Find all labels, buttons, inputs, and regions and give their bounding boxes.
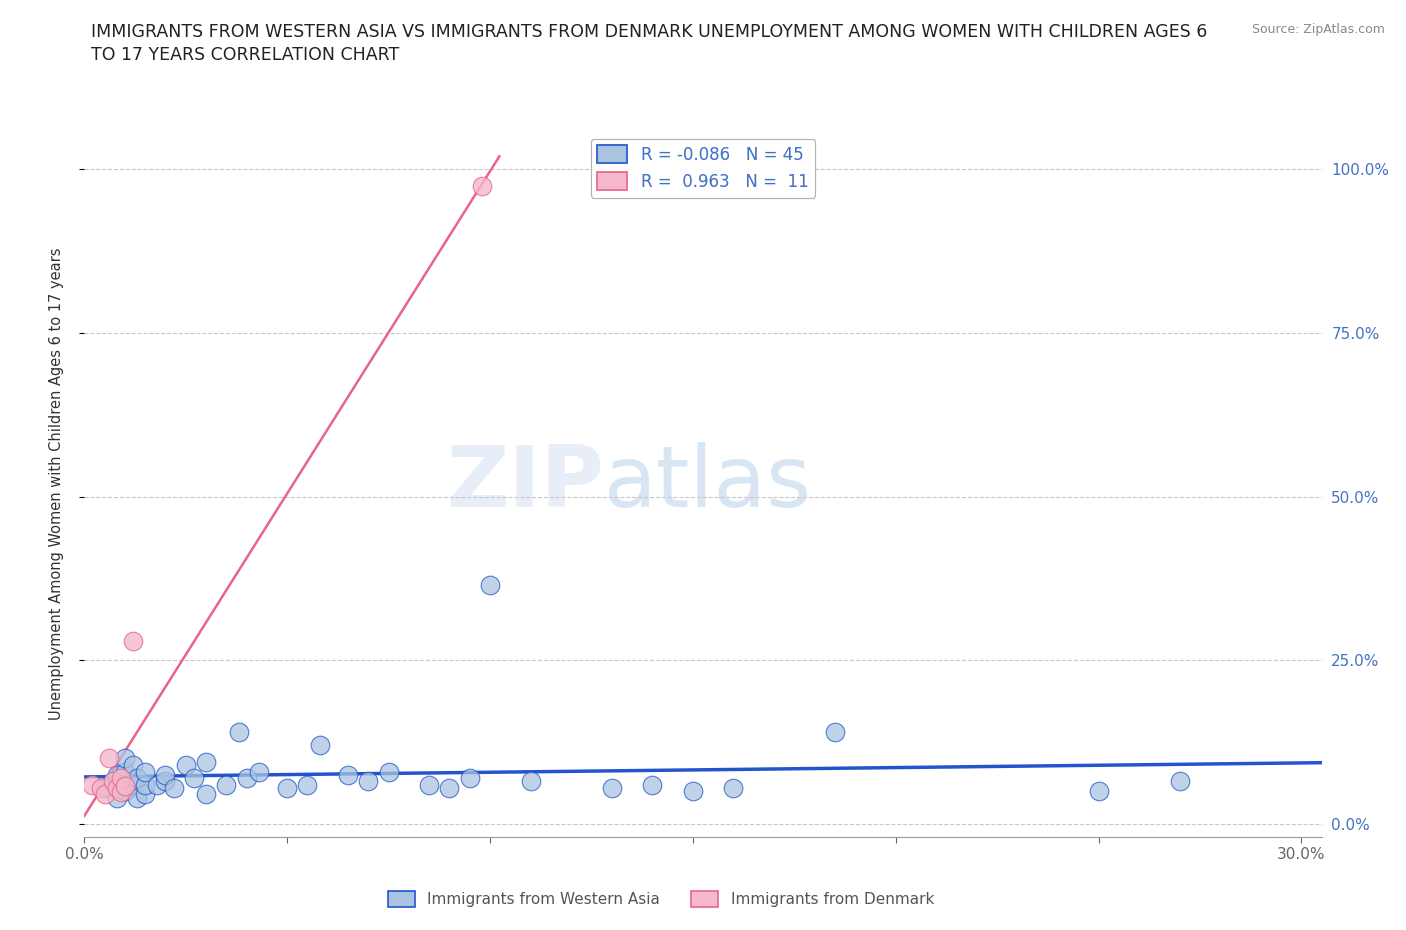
- Point: [146, 777, 169, 792]
- Point: [723, 780, 745, 795]
- Point: [439, 780, 461, 795]
- Point: [114, 751, 136, 766]
- Point: [377, 764, 399, 779]
- Point: [228, 724, 250, 739]
- Point: [90, 780, 112, 795]
- Point: [105, 780, 128, 795]
- Point: [105, 767, 128, 782]
- Y-axis label: Unemployment Among Women with Children Ages 6 to 17 years: Unemployment Among Women with Children A…: [49, 247, 63, 720]
- Point: [247, 764, 270, 779]
- Text: TO 17 YEARS CORRELATION CHART: TO 17 YEARS CORRELATION CHART: [91, 46, 399, 64]
- Point: [122, 633, 145, 648]
- Point: [82, 777, 104, 792]
- Point: [134, 787, 156, 802]
- Point: [105, 790, 128, 805]
- Point: [127, 771, 149, 786]
- Point: [155, 767, 177, 782]
- Point: [127, 790, 149, 805]
- Point: [195, 787, 218, 802]
- Point: [1168, 774, 1191, 789]
- Point: [101, 774, 124, 789]
- Point: [122, 777, 145, 792]
- Point: [110, 777, 132, 792]
- Point: [97, 751, 120, 766]
- Point: [458, 771, 481, 786]
- Point: [134, 777, 156, 792]
- Point: [337, 767, 360, 782]
- Point: [471, 179, 494, 193]
- Point: [479, 578, 502, 592]
- Point: [235, 771, 257, 786]
- Text: Source: ZipAtlas.com: Source: ZipAtlas.com: [1251, 23, 1385, 36]
- Point: [824, 724, 846, 739]
- Legend: Immigrants from Western Asia, Immigrants from Denmark: Immigrants from Western Asia, Immigrants…: [381, 884, 941, 913]
- Point: [1087, 784, 1109, 799]
- Point: [600, 780, 623, 795]
- Point: [215, 777, 238, 792]
- Point: [155, 774, 177, 789]
- Point: [357, 774, 380, 789]
- Point: [162, 780, 184, 795]
- Point: [308, 737, 330, 752]
- Point: [110, 771, 132, 786]
- Text: atlas: atlas: [605, 442, 813, 525]
- Point: [114, 764, 136, 779]
- Text: ZIP: ZIP: [446, 442, 605, 525]
- Point: [93, 787, 115, 802]
- Point: [195, 754, 218, 769]
- Point: [183, 771, 205, 786]
- Point: [174, 758, 197, 773]
- Point: [101, 774, 124, 789]
- Text: IMMIGRANTS FROM WESTERN ASIA VS IMMIGRANTS FROM DENMARK UNEMPLOYMENT AMONG WOMEN: IMMIGRANTS FROM WESTERN ASIA VS IMMIGRAN…: [91, 23, 1208, 41]
- Point: [297, 777, 319, 792]
- Point: [134, 764, 156, 779]
- Point: [114, 784, 136, 799]
- Point: [418, 777, 440, 792]
- Point: [110, 785, 132, 800]
- Point: [276, 780, 298, 795]
- Point: [641, 777, 664, 792]
- Point: [682, 784, 704, 799]
- Point: [114, 778, 136, 793]
- Point: [122, 758, 145, 773]
- Point: [519, 774, 541, 789]
- Legend: R = -0.086   N = 45, R =  0.963   N =  11: R = -0.086 N = 45, R = 0.963 N = 11: [591, 139, 815, 197]
- Point: [93, 780, 115, 795]
